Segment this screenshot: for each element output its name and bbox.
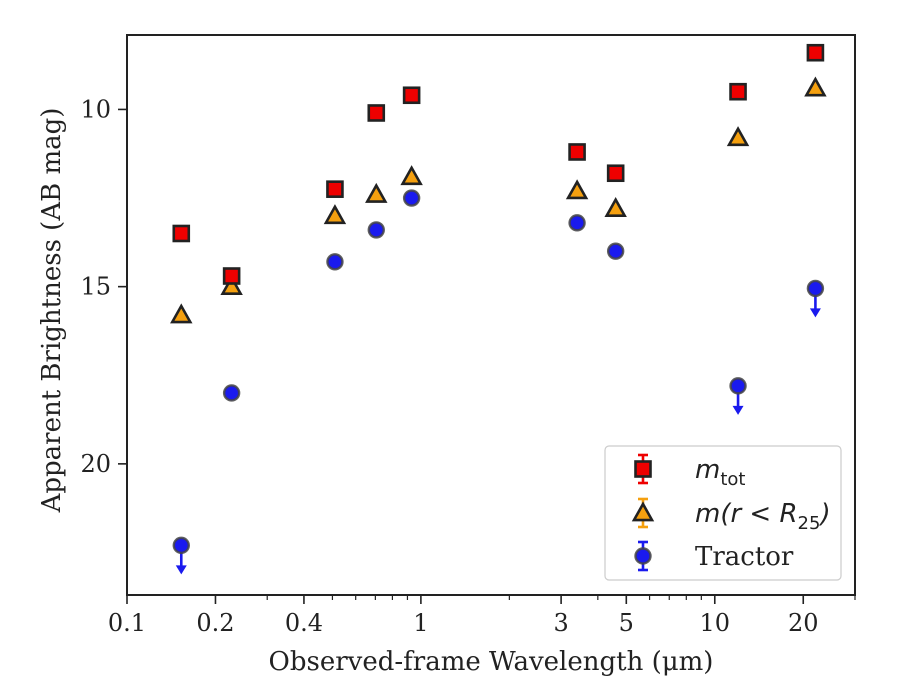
- x-tick-label: 10: [700, 609, 731, 637]
- legend-marker-circle: [634, 547, 652, 565]
- x-tick-label: 0.4: [285, 609, 323, 637]
- series-square: [172, 43, 825, 285]
- legend-entry: Tractor: [634, 540, 794, 572]
- legend: mtot m(r < R25) Tractor: [604, 445, 842, 581]
- data-point-triangle: [220, 274, 243, 295]
- legend-label: m(r < R25): [695, 499, 831, 534]
- data-point-square: [568, 143, 586, 161]
- x-tick-label: 5: [619, 609, 634, 637]
- x-tick-label: 0.1: [108, 609, 146, 637]
- x-tick-label: 1: [413, 609, 428, 637]
- legend-marker-triangle: [631, 501, 655, 522]
- x-tick-label: 3: [553, 609, 568, 637]
- legend-box: [604, 445, 842, 581]
- data-point-triangle: [365, 182, 388, 203]
- data-point-square: [367, 104, 386, 122]
- x-axis-label: Observed-frame Wavelength (μm): [269, 647, 714, 677]
- data-point-square: [606, 164, 625, 183]
- y-tick-label: 15: [80, 273, 111, 301]
- data-point-triangle: [804, 76, 827, 97]
- data-point-triangle: [323, 204, 347, 225]
- legend-entry: m(r < R25): [631, 497, 831, 534]
- data-point-triangle: [726, 126, 750, 147]
- data-point-square: [729, 82, 747, 101]
- upper-limit-arrowhead: [175, 565, 187, 575]
- upper-limit-arrowhead: [732, 405, 744, 415]
- y-axis-label: Apparent Brightness (AB mag): [37, 108, 67, 514]
- legend-entry: mtot: [634, 453, 745, 490]
- legend-label: Tractor: [695, 542, 794, 572]
- data-point-square: [806, 43, 825, 62]
- data-point-triangle: [400, 165, 423, 186]
- y-tick-label: 20: [80, 450, 111, 478]
- data-point-square: [172, 224, 191, 243]
- data-point-triangle: [170, 303, 193, 324]
- data-point-triangle: [565, 179, 589, 200]
- data-marks: [170, 43, 827, 575]
- x-tick-label: 0.2: [196, 609, 234, 637]
- legend-marker-square: [634, 460, 652, 478]
- tick-labels: 0.1 0.2 0.4 1 3 5 10 20 10 15 20: [80, 95, 818, 637]
- data-point-square: [326, 180, 344, 198]
- x-tick-label: 20: [788, 609, 819, 637]
- tick-marks: [118, 108, 805, 604]
- series-circle: [172, 189, 825, 575]
- data-point-triangle: [604, 197, 627, 217]
- legend-label: mtot: [695, 455, 745, 490]
- plot-frame: [126, 34, 856, 596]
- data-point-square: [402, 86, 421, 105]
- y-tick-label: 10: [80, 95, 111, 123]
- data-point-square: [222, 267, 241, 285]
- upper-limit-arrowhead: [809, 308, 821, 318]
- series-triangle: [170, 76, 827, 324]
